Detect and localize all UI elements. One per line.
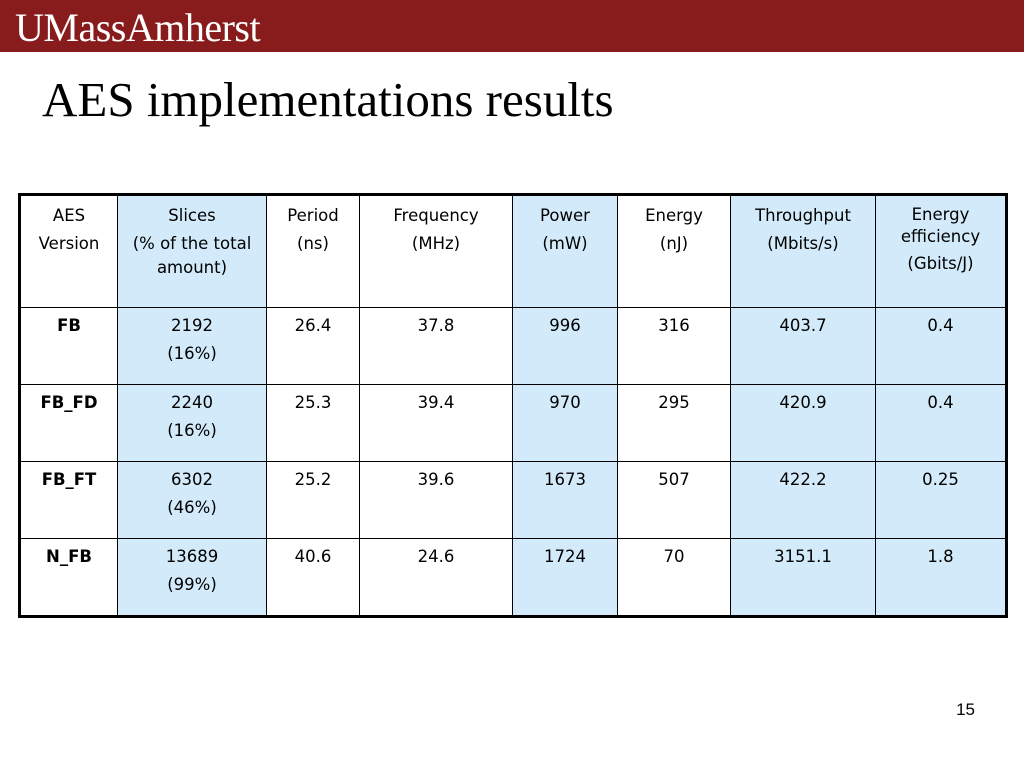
header-label: Throughput (755, 206, 851, 225)
header-cell-power: Power (mW) (512, 194, 618, 308)
slices-percent: (16%) (167, 421, 217, 440)
header-label: Period (287, 206, 339, 225)
cell-efficiency: 1.8 (875, 538, 1007, 617)
table-header-row: AES Version Slices (% of the total amoun… (19, 194, 1007, 308)
results-table: AES Version Slices (% of the total amoun… (18, 193, 1008, 618)
header-cell-efficiency: Energy efficiency (Gbits/J) (875, 194, 1007, 308)
header-unit: (% of the total amount) (132, 234, 252, 277)
slices-count: 13689 (165, 547, 219, 566)
header-label: Energy (645, 206, 703, 225)
cell-efficiency: 0.4 (875, 384, 1007, 462)
header-band: UMassAmherst (0, 0, 1024, 52)
header-unit: (Mbits/s) (767, 234, 839, 253)
header-label: Slices (168, 206, 216, 225)
header-label: Power (540, 206, 590, 225)
header-unit: (ns) (297, 234, 329, 253)
header-cell-frequency: Frequency (MHz) (359, 194, 513, 308)
cell-energy: 507 (617, 461, 731, 539)
header-label: Energy efficiency (900, 205, 981, 246)
header-unit: (nJ) (659, 234, 689, 253)
header-cell-energy: Energy (nJ) (617, 194, 731, 308)
cell-frequency: 24.6 (359, 538, 513, 617)
cell-slices: 13689 (99%) (117, 538, 267, 617)
cell-version: FB (19, 307, 118, 385)
cell-frequency: 37.8 (359, 307, 513, 385)
slices-percent: (99%) (167, 575, 217, 594)
header-unit: (Gbits/J) (907, 254, 974, 273)
header-unit: Version (38, 234, 100, 253)
page-number: 15 (956, 700, 975, 719)
cell-version: FB_FD (19, 384, 118, 462)
cell-slices: 6302 (46%) (117, 461, 267, 539)
slices-percent: (46%) (167, 498, 217, 517)
header-unit: (mW) (542, 234, 588, 253)
cell-slices: 2192 (16%) (117, 307, 267, 385)
table-row: FB 2192 (16%) 26.4 37.8 996 316 403.7 0.… (19, 307, 1007, 385)
slices-percent: (16%) (167, 344, 217, 363)
cell-version: FB_FT (19, 461, 118, 539)
cell-power: 1724 (512, 538, 618, 617)
slices-count: 6302 (171, 470, 213, 489)
header-cell-period: Period (ns) (266, 194, 360, 308)
cell-throughput: 3151.1 (730, 538, 876, 617)
slices-count: 2192 (171, 316, 213, 335)
header-label: Frequency (393, 206, 479, 225)
cell-power: 970 (512, 384, 618, 462)
cell-frequency: 39.4 (359, 384, 513, 462)
slices-count: 2240 (171, 393, 213, 412)
cell-efficiency: 0.4 (875, 307, 1007, 385)
cell-power: 1673 (512, 461, 618, 539)
cell-energy: 316 (617, 307, 731, 385)
cell-period: 25.2 (266, 461, 360, 539)
cell-throughput: 403.7 (730, 307, 876, 385)
cell-energy: 70 (617, 538, 731, 617)
header-unit: (MHz) (411, 234, 461, 253)
slide-title: AES implementations results (42, 72, 614, 127)
header-label: AES (52, 206, 86, 225)
cell-period: 40.6 (266, 538, 360, 617)
cell-period: 26.4 (266, 307, 360, 385)
cell-throughput: 422.2 (730, 461, 876, 539)
cell-frequency: 39.6 (359, 461, 513, 539)
header-cell-version: AES Version (19, 194, 118, 308)
cell-energy: 295 (617, 384, 731, 462)
umass-amherst-logo: UMassAmherst (15, 5, 261, 50)
cell-efficiency: 0.25 (875, 461, 1007, 539)
header-cell-throughput: Throughput (Mbits/s) (730, 194, 876, 308)
cell-power: 996 (512, 307, 618, 385)
cell-throughput: 420.9 (730, 384, 876, 462)
cell-period: 25.3 (266, 384, 360, 462)
table-row: FB_FT 6302 (46%) 25.2 39.6 1673 507 422.… (19, 461, 1007, 539)
table-row: N_FB 13689 (99%) 40.6 24.6 1724 70 3151.… (19, 538, 1007, 617)
cell-slices: 2240 (16%) (117, 384, 267, 462)
header-cell-slices: Slices (% of the total amount) (117, 194, 267, 308)
table-row: FB_FD 2240 (16%) 25.3 39.4 970 295 420.9… (19, 384, 1007, 462)
cell-version: N_FB (19, 538, 118, 617)
